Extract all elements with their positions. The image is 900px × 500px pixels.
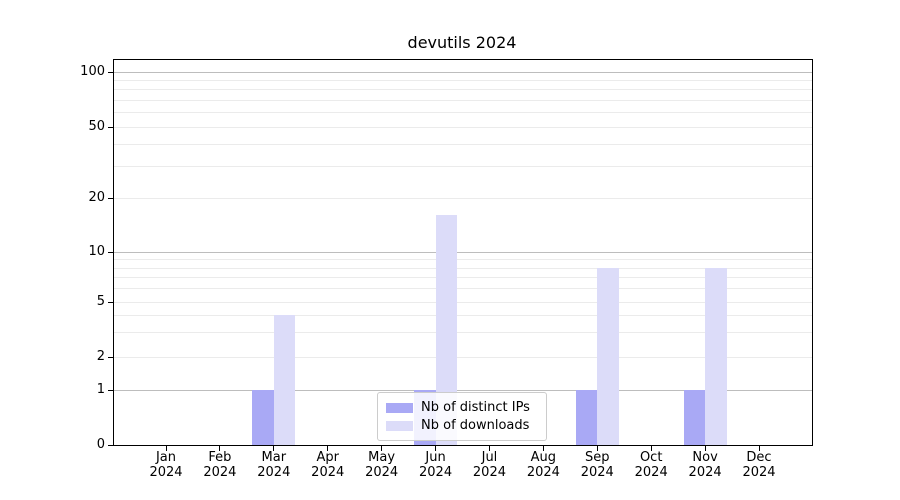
bar-nb-of-downloads <box>435 215 458 445</box>
legend-label: Nb of downloads <box>421 418 530 433</box>
x-tick <box>650 446 652 451</box>
gridline-major <box>114 389 812 391</box>
x-tick-label: Oct 2024 <box>634 450 668 480</box>
gridline-major <box>114 251 812 253</box>
gridline-minor <box>114 301 812 303</box>
bar-nb-of-distinct-ips <box>252 390 274 445</box>
y-tick <box>108 356 113 358</box>
legend-swatch-downloads <box>386 420 413 431</box>
x-tick-label: Aug 2024 <box>526 450 560 480</box>
gridline-minor <box>114 314 812 316</box>
y-tick-label: 1 <box>96 382 105 397</box>
x-tick <box>596 446 598 451</box>
legend-item-downloads: Nb of downloads <box>378 418 546 433</box>
x-tick <box>704 446 706 451</box>
y-tick-label: 100 <box>80 64 105 79</box>
gridline-minor <box>114 126 812 128</box>
y-tick-label: 0 <box>96 437 105 452</box>
y-tick <box>108 197 113 199</box>
legend-item-distinct-ips: Nb of distinct IPs <box>378 400 546 415</box>
gridline-minor <box>114 197 812 199</box>
y-tick <box>108 126 113 128</box>
x-tick-label: Feb 2024 <box>203 450 237 480</box>
y-tick-label: 20 <box>88 190 105 205</box>
y-tick-label: 10 <box>88 244 105 259</box>
gridline-minor <box>114 277 812 279</box>
y-tick-label: 50 <box>88 119 105 134</box>
gridline-minor <box>114 259 812 261</box>
gridline-minor <box>114 143 812 145</box>
x-tick <box>273 446 275 451</box>
x-tick <box>165 446 167 451</box>
x-tick-label: May 2024 <box>365 450 399 480</box>
y-tick <box>108 251 113 253</box>
legend: Nb of distinct IPs Nb of downloads <box>377 392 547 441</box>
gridline-minor <box>114 166 812 168</box>
gridline-minor <box>114 99 812 101</box>
legend-swatch-distinct-ips <box>386 402 413 413</box>
x-tick <box>435 446 437 451</box>
gridline-minor <box>114 79 812 81</box>
x-tick-label: Dec 2024 <box>742 450 776 480</box>
bar-nb-of-distinct-ips <box>683 390 706 445</box>
y-tick <box>108 71 113 73</box>
x-tick <box>381 446 383 451</box>
y-tick <box>108 389 113 391</box>
x-tick <box>758 446 760 451</box>
x-tick-label: Jan 2024 <box>149 450 183 480</box>
bar-nb-of-distinct-ips <box>575 390 598 445</box>
x-tick <box>488 446 490 451</box>
x-tick <box>542 446 544 451</box>
gridline-minor <box>114 288 812 290</box>
gridline-minor <box>114 356 812 358</box>
legend-label: Nb of distinct IPs <box>421 400 530 415</box>
gridline-minor <box>114 89 812 91</box>
bar-nb-of-downloads <box>705 268 727 445</box>
y-tick <box>108 301 113 303</box>
x-tick-label: Sep 2024 <box>580 450 614 480</box>
x-tick <box>219 446 221 451</box>
y-tick-label: 2 <box>96 349 105 364</box>
gridline-minor <box>114 332 812 334</box>
plot-area <box>113 59 813 446</box>
x-tick-label: Apr 2024 <box>311 450 345 480</box>
gridline-minor <box>114 112 812 114</box>
y-tick-label: 5 <box>96 294 105 309</box>
y-tick <box>108 444 113 446</box>
x-tick-label: Jul 2024 <box>472 450 506 480</box>
gridline-minor <box>114 267 812 269</box>
chart-title: devutils 2024 <box>407 33 517 52</box>
x-tick-label: Mar 2024 <box>257 450 291 480</box>
bar-nb-of-downloads <box>597 268 619 445</box>
x-tick <box>327 446 329 451</box>
x-tick-label: Jun 2024 <box>419 450 453 480</box>
gridline-major <box>114 71 812 73</box>
bar-nb-of-downloads <box>273 315 296 445</box>
x-tick-label: Nov 2024 <box>688 450 722 480</box>
